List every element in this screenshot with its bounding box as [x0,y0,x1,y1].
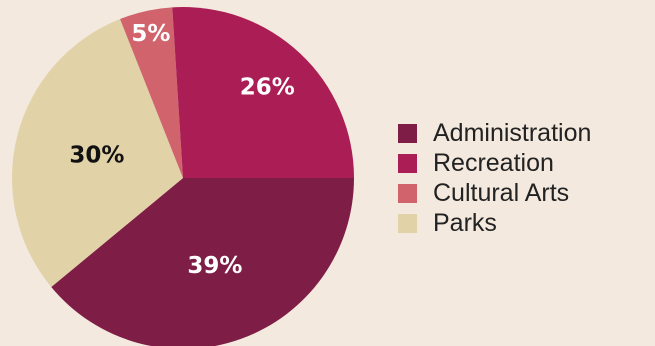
pie-slice-recreation [172,7,354,178]
legend-swatch-parks [398,213,417,233]
pie-chart: 39% 30% 5% 26% [11,7,354,346]
legend-label-cultural-arts: Cultural Arts [433,179,570,207]
legend-item-recreation: Recreation [398,148,591,178]
pie-label-administration: 39% [187,253,242,279]
legend-item-administration: Administration [398,118,591,148]
legend-swatch-recreation [398,153,417,173]
legend-label-parks: Parks [433,209,497,237]
legend-label-administration: Administration [433,119,592,147]
legend-item-cultural-arts: Cultural Arts [398,178,591,208]
pie-label-parks: 30% [69,142,124,168]
pie-label-cultural-arts: 5% [131,21,170,47]
legend-swatch-administration [398,123,417,143]
pie-slice-administration [51,178,354,346]
pie-slice-cultural-arts [120,7,183,179]
legend-swatch-cultural-arts [398,183,417,203]
legend-item-parks: Parks [398,208,591,238]
pie-slice-parks [11,19,184,287]
legend-label-recreation: Recreation [433,149,554,177]
pie-label-recreation: 26% [240,75,295,101]
chart-legend: Administration Recreation Cultural Arts … [398,118,591,238]
